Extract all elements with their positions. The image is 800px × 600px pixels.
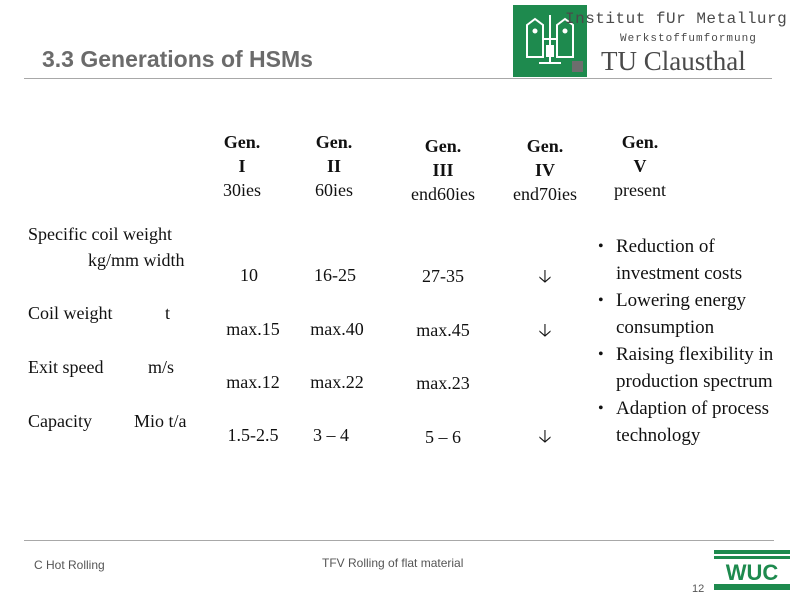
arrow-down-icon: 🡣 [538,426,552,447]
footer-left: C Hot Rolling [34,558,105,572]
gen-label: Gen. [621,132,659,152]
gen-period: present [614,180,666,200]
bullet-item: Reduction of investment costs [598,233,798,287]
row-label-coil-weight: Coil weight [28,303,113,323]
value-cell: 27-35 [422,266,464,286]
bullet-item: Adaption of process technology [598,395,798,449]
gen-period: end60ies [411,184,475,204]
gen-period: 60ies [315,180,353,200]
gen-number: II [326,156,341,176]
gen-header-3: Gen. III end60ies [400,134,486,206]
gen-header-1: Gen. I 30ies [214,130,270,202]
university-logo [513,5,587,77]
bullet-item: Lowering energy consumption [598,287,798,341]
row-unit-exit-speed: m/s [148,357,175,377]
gen-header-5: Gen. V present [600,130,680,202]
row-unit-coil-weight: t [165,303,171,323]
institute-subline: Werkstoffumformung [620,33,757,45]
row-label-specific-coil-weight: Specific coil weight [28,224,172,244]
gen-header-4: Gen. IV end70ies [502,134,588,206]
footer-center: TFV Rolling of flat material [322,556,464,570]
gen-period: 30ies [223,180,261,200]
row-unit-specific-coil-weight: kg/mm width [88,250,185,270]
gen-number: V [633,156,647,176]
value-cell: max.23 [416,373,470,393]
value-cell: max.40 [310,319,364,339]
gen-label: Gen. [223,132,261,152]
logo-square [572,61,583,72]
gen-number: I [238,156,246,176]
row-label-exit-speed: Exit speed [28,357,104,377]
row-unit-capacity: Mio t/a [134,411,187,431]
gen-label: Gen. [424,136,462,156]
gen-label: Gen. [526,136,564,156]
value-cell: max.15 [226,319,280,339]
value-cell: 5 – 6 [425,427,461,447]
gen-number: IV [534,160,555,180]
gen-period: end70ies [513,184,577,204]
gen-number: III [432,160,454,180]
arrow-down-icon: 🡣 [538,320,552,341]
wuc-logo: WUC [712,546,792,594]
university-name: TU Clausthal [601,46,746,76]
footer-divider [24,540,774,541]
arrow-down-icon: 🡣 [538,266,552,287]
value-cell: max.22 [310,372,364,392]
bullet-item: Raising flexibility in production spectr… [598,341,798,395]
value-cell: 16-25 [314,265,356,285]
header-divider [24,78,772,79]
gen5-bullet-list: Reduction of investment costs Lowering e… [598,233,798,449]
value-cell: 3 – 4 [313,425,349,445]
value-cell: max.12 [226,372,280,392]
gen-label: Gen. [315,132,353,152]
row-label-capacity: Capacity [28,411,92,431]
page-title: 3.3 Generations of HSMs [42,46,313,72]
value-cell: 1.5-2.5 [227,425,279,445]
value-cell: max.45 [416,320,470,340]
gen-header-2: Gen. II 60ies [306,130,362,202]
page-number: 12 [692,583,705,595]
wuc-logo-text: WUC [726,560,779,585]
institute-name: Institut fUr Metallurg [565,10,788,28]
value-cell: 10 [240,265,258,285]
